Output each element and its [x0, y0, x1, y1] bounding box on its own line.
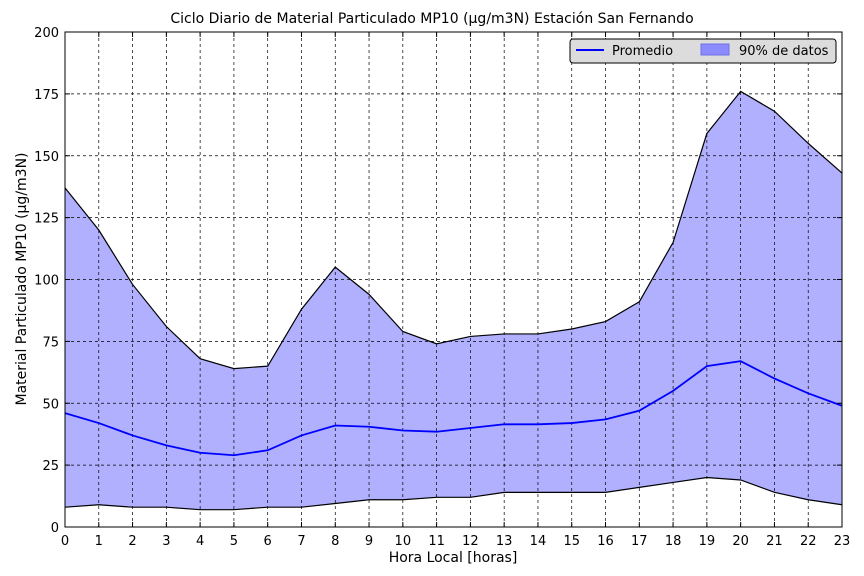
x-tick-label: 6: [264, 534, 272, 549]
x-tick-label: 4: [196, 534, 204, 549]
x-tick-label: 11: [428, 534, 445, 549]
tick-layer: 0 1 2 3 4 5 6 7 8 9 10 11 12 13 14 15 16 17 18 19 20 21 22 2302…: [34, 26, 850, 549]
x-tick-label: 2: [128, 534, 136, 549]
y-tick-label: 25: [42, 459, 59, 474]
x-tick-label: 8: [331, 534, 339, 549]
x-tick-label: 17: [631, 534, 648, 549]
band-lower-line: [64, 476, 843, 511]
legend: Promedio 90% de datos: [569, 38, 837, 64]
chart-title: Ciclo Diario de Material Particulado MP1…: [170, 11, 693, 27]
x-axis-label: Hora Local [horas]: [389, 550, 518, 566]
y-tick-label: 75: [42, 335, 59, 350]
x-tick-label: 13: [496, 534, 513, 549]
x-tick-label: 1: [95, 534, 103, 549]
x-tick-label: 3: [162, 534, 170, 549]
legend-label-promedio: Promedio: [612, 44, 673, 59]
y-tick-label: 50: [42, 397, 59, 412]
x-tick-label: 12: [462, 534, 479, 549]
x-tick-label: 20: [732, 534, 749, 549]
x-tick-label: 21: [766, 534, 783, 549]
x-tick-label: 9: [365, 534, 373, 549]
x-tick-label: 14: [530, 534, 547, 549]
x-tick-label: 22: [800, 534, 817, 549]
y-tick-label: 150: [34, 150, 59, 165]
x-tick-label: 23: [834, 534, 851, 549]
grid-layer: [65, 32, 842, 527]
y-axis-label: Material Particulado MP10 (µg/m3N): [14, 152, 30, 405]
legend-swatch-band: [700, 43, 730, 56]
x-tick-label: 7: [297, 534, 305, 549]
x-tick-label: 16: [597, 534, 614, 549]
x-tick-label: 5: [230, 534, 238, 549]
x-tick-label: 15: [563, 534, 580, 549]
x-tick-label: 18: [665, 534, 682, 549]
y-tick-label: 175: [34, 88, 59, 103]
x-tick-label: 19: [699, 534, 716, 549]
y-tick-label: 200: [34, 26, 59, 41]
x-tick-label: 10: [395, 534, 412, 549]
y-tick-label: 125: [34, 212, 59, 227]
promedio-line: [64, 360, 843, 457]
legend-label-band: 90% de datos: [739, 44, 829, 59]
x-tick-label: 0: [61, 534, 69, 549]
y-tick-label: 100: [34, 274, 59, 289]
line-layer: [64, 90, 843, 511]
band-upper-line: [64, 90, 843, 370]
y-tick-label: 0: [51, 521, 59, 536]
